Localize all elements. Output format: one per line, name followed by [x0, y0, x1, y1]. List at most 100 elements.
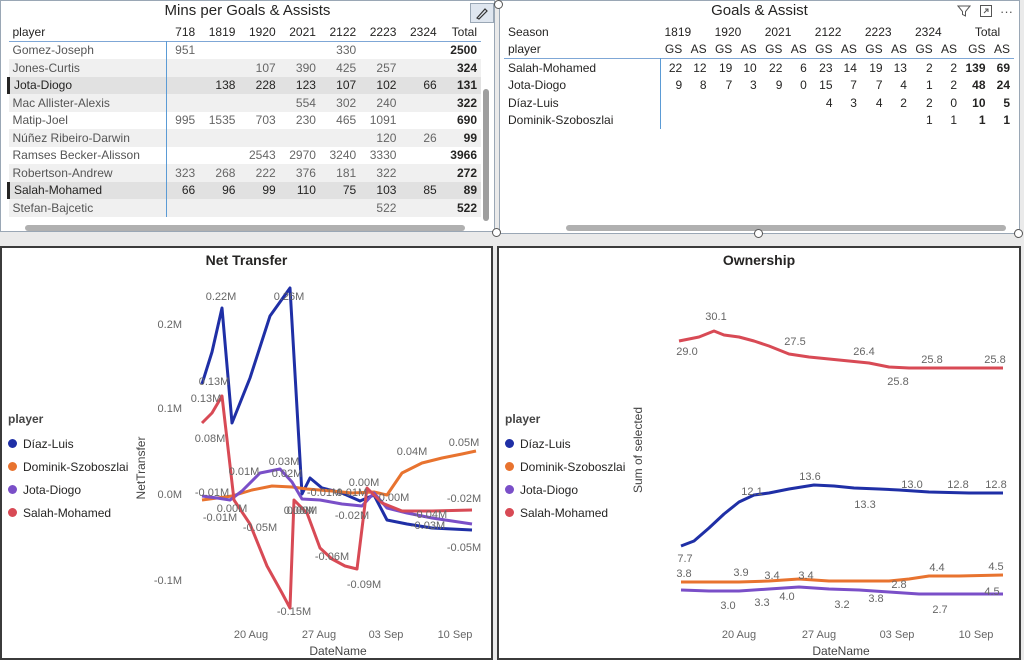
sub-header[interactable]: GS [714, 42, 733, 57]
sub-header[interactable]: GS [815, 42, 833, 57]
series-line-diaz[interactable] [680, 483, 1003, 548]
table-row[interactable]: Núñez Ribeiro-Darwin 120 26 99 [8, 129, 481, 147]
sub-header[interactable]: AS [690, 42, 707, 57]
mins-horizontal-scrollbar[interactable] [25, 225, 465, 231]
table-row[interactable]: Jota-Diogo 138 228 123 107 102 66 131 [7, 76, 481, 94]
legend-item-diaz[interactable]: Díaz-Luis [505, 432, 625, 455]
column-header[interactable]: Total [451, 24, 477, 39]
goals-horizontal-scrollbar[interactable] [566, 225, 1006, 231]
table-row[interactable]: Robertson-Andrew 323 268 222 376 181 322 272 [8, 164, 481, 182]
legend-item-jota[interactable]: Jota-Diogo [8, 478, 128, 501]
sub-header[interactable]: GS [664, 42, 683, 57]
more-options-icon[interactable]: ··· [1000, 4, 1013, 19]
table-row[interactable]: Dominik-Szoboszlai 1 1 1 1 [504, 111, 1014, 130]
mins-per-goals-panel[interactable]: Mins per Goals & Assists player 718 1819 19… [0, 0, 495, 232]
table-row[interactable]: Díaz-Luis 4 3 4 2 2 0 10 5 [504, 94, 1014, 112]
ownership-title: Ownership [722, 252, 796, 268]
sub-header[interactable]: AS [941, 42, 958, 57]
series-line-salah[interactable] [678, 329, 1003, 370]
table-cell: 257 [360, 59, 401, 77]
season-header[interactable]: 2021 [764, 24, 792, 39]
table-row[interactable]: Matip-Joel 995 1535 703 230 465 1091 690 [8, 111, 482, 129]
data-label: 3.4 [798, 570, 813, 582]
sub-header[interactable]: AS [993, 42, 1010, 57]
sub-header[interactable]: AS [740, 42, 757, 57]
table-cell: 3240 [329, 148, 357, 163]
legend-label: Díaz-Luis [23, 436, 74, 451]
data-label: 12.8 [985, 479, 1006, 491]
table-cell [837, 112, 861, 130]
table-row[interactable]: Salah-Mohamed 22 12 19 10 22 6 23 14 19 13 2 2 139 69 [504, 58, 1014, 77]
legend-item-jota[interactable]: Jota-Diogo [505, 478, 625, 501]
legend-item-dominik[interactable]: Dominik-Szoboszlai [8, 455, 128, 478]
table-cell: 0 [800, 78, 807, 93]
filter-icon[interactable] [956, 4, 972, 23]
sub-header[interactable]: AS [790, 42, 807, 57]
goals-sub-header-row: player GS AS GS AS GS AS GS AS GS AS GS AS GS AS [504, 41, 1014, 59]
goals-assist-panel[interactable]: Goals & Assist ··· Season 1819 1920 2021 212… [499, 0, 1020, 234]
sub-header[interactable]: GS [765, 42, 783, 57]
season-header[interactable]: 2122 [814, 24, 842, 39]
table-cell: 181 [319, 164, 361, 182]
season-header[interactable]: 1819 [664, 24, 692, 39]
table-row[interactable]: Stefan-Bajcetic 522 522 [8, 199, 481, 217]
format-painter-icon[interactable] [470, 3, 494, 23]
table-cell: 951 [175, 43, 196, 58]
ownership-panel[interactable]: Ownership player Díaz-Luis Dominik-Szobo… [497, 246, 1021, 660]
resize-handle[interactable] [754, 229, 763, 238]
legend-item-salah[interactable]: Salah-Mohamed [505, 501, 625, 524]
legend-item-salah[interactable]: Salah-Mohamed [8, 501, 128, 524]
series-line-salah[interactable] [200, 394, 473, 610]
data-label: 0.03M [269, 456, 300, 468]
season-header[interactable]: 2324 [914, 24, 942, 39]
row-player-name: Jones-Curtis [8, 59, 167, 77]
season-header[interactable]: 1920 [714, 24, 742, 39]
resize-handle[interactable] [1014, 229, 1023, 238]
ownership-chart[interactable]: Sum of selected DateName 35302520151050 … [499, 248, 1019, 658]
column-header[interactable]: 2122 [329, 24, 357, 39]
data-label: 3.8 [868, 593, 883, 605]
table-cell: 9 [775, 78, 783, 93]
column-header[interactable]: player [12, 24, 46, 39]
total-header[interactable]: Total [974, 24, 1001, 39]
table-cell: 8 [699, 78, 707, 93]
table-cell [661, 112, 687, 130]
focus-mode-icon[interactable] [979, 4, 993, 23]
column-header[interactable]: 2324 [410, 24, 437, 39]
column-header[interactable]: 2021 [289, 24, 316, 39]
sub-header[interactable]: GS [865, 42, 883, 57]
series-line-diaz[interactable] [200, 286, 473, 532]
row-player-name: Jota-Diogo [7, 76, 167, 94]
table-row[interactable]: Ramses Becker-Alisson 2543 2970 3240 3330 396… [8, 146, 482, 164]
table-cell [686, 112, 710, 130]
data-label: -0.05M [243, 522, 277, 534]
data-label: 0.00M [284, 505, 315, 517]
mins-vertical-scrollbar[interactable] [483, 89, 489, 221]
legend-item-diaz[interactable]: Díaz-Luis [8, 432, 128, 455]
table-row[interactable]: Jones-Curtis 107 390 425 257 324 [8, 59, 481, 77]
net-transfer-chart[interactable]: NetTransfer DateName 0.2M 0.1M 0.0M -0.1M 2… [2, 248, 491, 658]
column-header[interactable]: 718 [175, 24, 196, 39]
column-header[interactable]: 1920 [249, 24, 276, 39]
sub-header[interactable]: AS [840, 42, 857, 57]
sub-header[interactable]: GS [968, 42, 986, 57]
sub-header[interactable]: GS [915, 42, 933, 57]
season-header[interactable]: 2223 [864, 24, 892, 39]
column-header[interactable]: 2223 [369, 24, 397, 39]
resize-handle[interactable] [492, 228, 501, 237]
data-label: 0.04M [397, 446, 428, 458]
table-row[interactable]: Mac Allister-Alexis 554 302 240 322 [8, 94, 481, 112]
column-header[interactable]: 1819 [208, 24, 236, 39]
sub-header[interactable]: AS [890, 42, 907, 57]
table-row[interactable]: Jota-Diogo 9 8 7 3 9 0 15 7 7 4 1 2 48 24 [504, 76, 1014, 94]
table-row[interactable]: Gomez-Joseph 951 330 2500 [8, 41, 482, 59]
own-legend: player Díaz-Luis Dominik-Szoboszlai Jota… [505, 412, 625, 524]
legend-item-dominik[interactable]: Dominik-Szoboszlai [505, 455, 625, 478]
table-cell: 6 [800, 60, 807, 75]
series-line-dominik[interactable] [681, 573, 1004, 584]
series-line-dominik[interactable] [201, 449, 477, 502]
table-row[interactable]: Salah-Mohamed 66 96 99 110 75 103 85 89 [7, 181, 481, 199]
series-line-jota[interactable] [680, 585, 1003, 596]
resize-handle[interactable] [494, 0, 503, 9]
net-transfer-panel[interactable]: Net Transfer player Díaz-Luis Dominik-Sz… [0, 246, 493, 660]
